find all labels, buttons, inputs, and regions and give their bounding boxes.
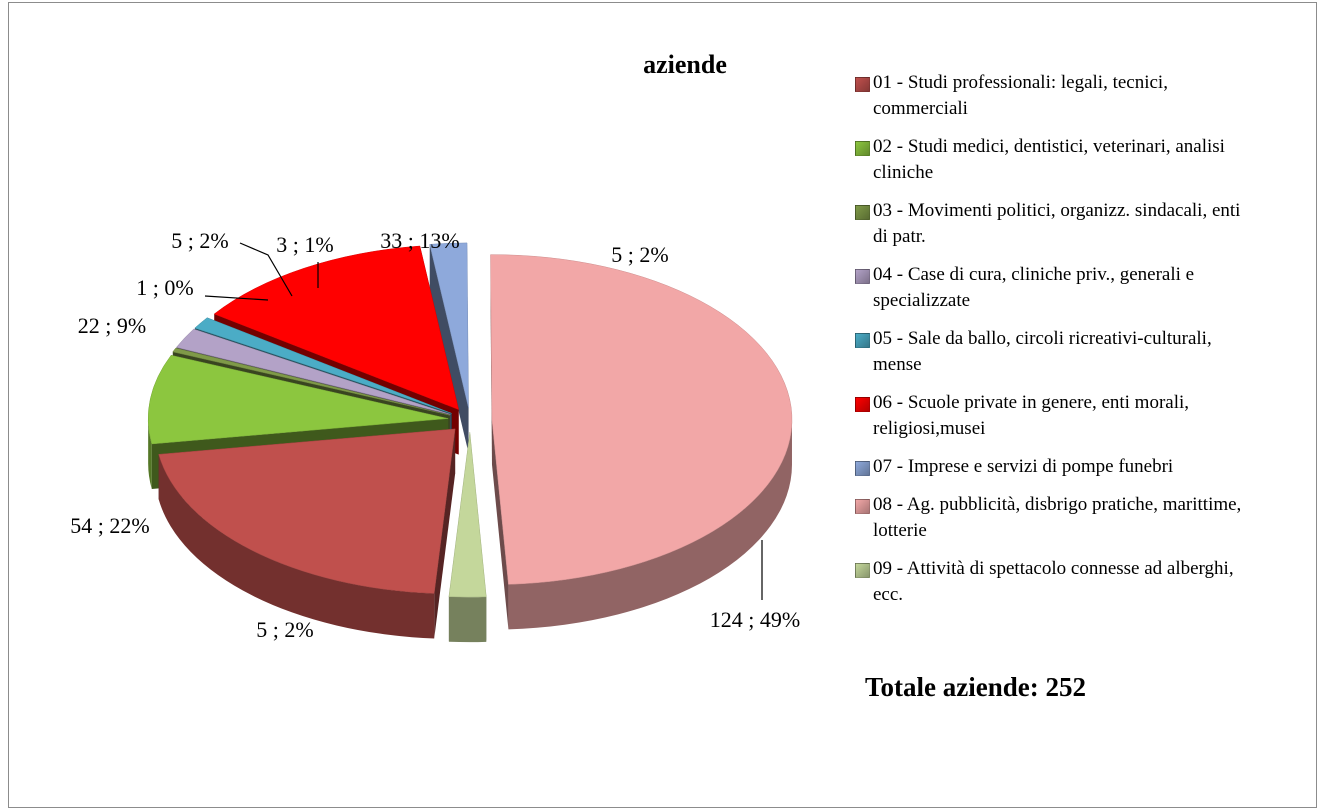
slice [147,354,449,445]
chart-title: aziende [643,50,727,79]
slice-side [508,419,792,630]
data-label: 5 ; 2% [171,228,228,253]
data-label: 1 ; 0% [136,275,193,300]
data-label: 54 ; 22% [70,513,149,538]
legend-label: 03 - Movimenti politici, organizz. sinda… [873,200,1241,247]
legend-label: 09 - Attività di spettacolo connesse ad … [873,558,1234,605]
chart-frame [8,2,1317,808]
slice [429,242,469,453]
legend-swatch [855,563,870,578]
annotation: Totale aziende: 252 [865,672,1086,702]
legend-swatch [855,499,870,514]
slice [158,428,456,594]
slice-side [448,596,487,643]
legend-swatch [855,461,870,476]
leader-line [239,242,293,297]
legend-entry: 01 - Studi professionali: legali, tecnic… [855,70,1255,122]
slice [175,328,451,415]
legend-entry: 06 - Scuole private in genere, enti mora… [855,390,1255,442]
slice [172,347,450,416]
legend-swatch [855,397,870,412]
data-label: 124 ; 49% [710,607,800,632]
slice [448,432,487,598]
legend-entry: 09 - Attività di spettacolo connesse ad … [855,556,1255,608]
data-label: 22 ; 9% [78,313,146,338]
slice [158,428,456,639]
legend-entry: 05 - Sale da ballo, circoli ricreativi-c… [855,326,1255,378]
legend-entry: 03 - Movimenti politici, organizz. sinda… [855,198,1255,250]
legend-label: 04 - Case di cura, cliniche priv., gener… [873,264,1195,311]
slice [429,242,469,408]
legend-label: 08 - Ag. pubblicità, disbrigo pratiche, … [873,494,1242,541]
legend-swatch [855,205,870,220]
slice-side [491,419,509,630]
legend-swatch [855,269,870,284]
slice-side [429,244,469,453]
legend: 01 - Studi professionali: legali, tecnic… [855,70,1255,620]
legend-label: 05 - Sale da ballo, circoli ricreativi-c… [873,328,1212,375]
slice [448,432,487,643]
data-label: 3 ; 1% [276,232,333,257]
slice [213,245,460,411]
legend-entry: 08 - Ag. pubblicità, disbrigo pratiche, … [855,492,1255,544]
slice [490,254,793,585]
legend-entry: 04 - Case di cura, cliniche priv., gener… [855,262,1255,314]
legend-swatch [855,141,870,156]
slice-side [434,428,456,639]
legend-entry: 07 - Imprese e servizi di pompe funebri [855,454,1255,480]
legend-label: 06 - Scuole private in genere, enti mora… [873,392,1190,439]
legend-swatch [855,333,870,348]
legend-label: 02 - Studi medici, dentistici, veterinar… [873,136,1225,183]
legend-label: 07 - Imprese e servizi di pompe funebri [873,456,1174,477]
data-label: 5 ; 2% [256,617,313,642]
slice [490,254,793,630]
legend-swatch [855,77,870,92]
slice-side [148,418,152,489]
slice-side [158,454,435,639]
data-label: 33 ; 13% [380,228,459,253]
leader-line [204,295,269,301]
slice [194,317,452,414]
data-label: 5 ; 2% [611,242,668,267]
legend-label: 01 - Studi professionali: legali, tecnic… [873,72,1168,119]
legend-entry: 02 - Studi medici, dentistici, veterinar… [855,134,1255,186]
